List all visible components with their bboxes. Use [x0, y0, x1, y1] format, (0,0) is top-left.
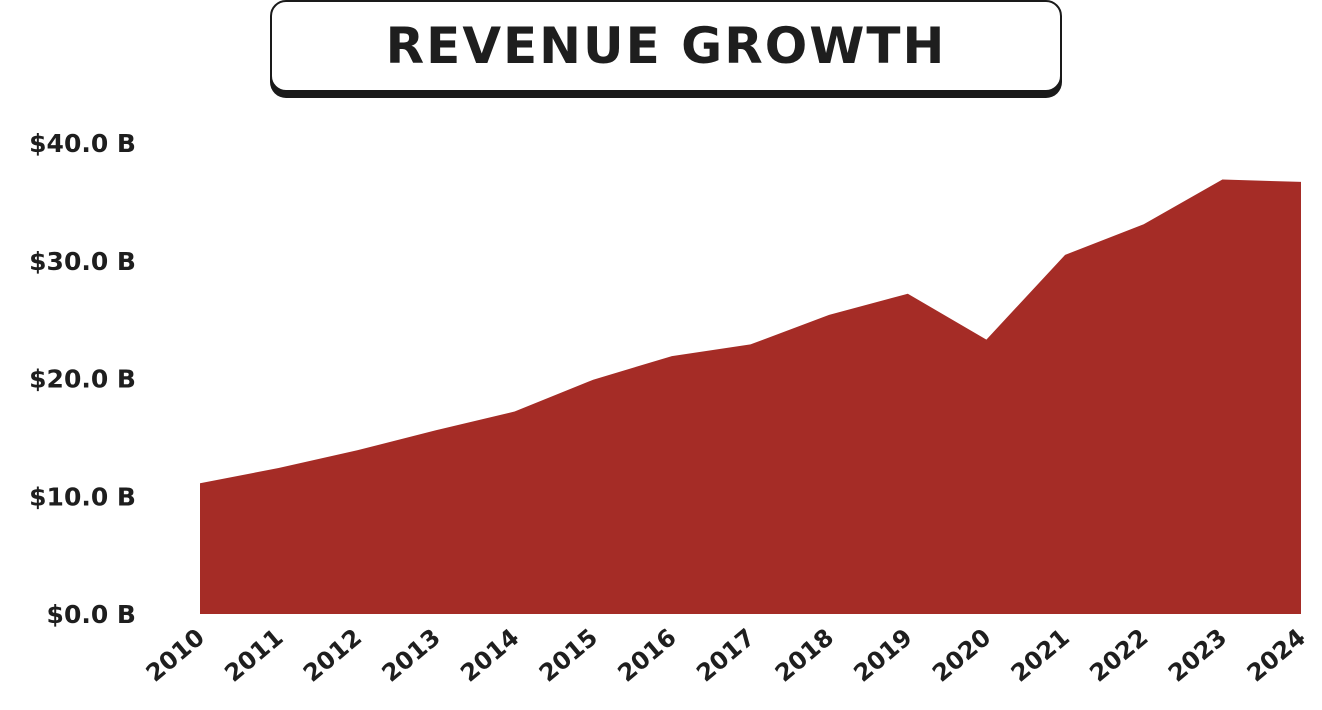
x-tick-label: 2012 [298, 623, 367, 687]
x-tick-label: 2020 [927, 623, 996, 687]
x-tick-label: 2011 [219, 623, 288, 687]
y-tick-label: $20.0 B [29, 365, 136, 394]
x-tick-label: 2021 [1006, 623, 1075, 687]
chart-title-frame: REVENUE GROWTH [270, 0, 1062, 92]
x-tick-label: 2014 [455, 623, 524, 687]
y-tick-label: $40.0 B [29, 129, 136, 158]
x-tick-label: 2022 [1084, 623, 1153, 687]
chart-title: REVENUE GROWTH [385, 17, 947, 75]
plot-area [200, 179, 1301, 614]
chart-title-box: REVENUE GROWTH [270, 0, 1066, 102]
x-tick-label: 2015 [534, 623, 603, 687]
x-tick-label: 2010 [141, 623, 210, 687]
x-tick-label: 2017 [691, 623, 760, 687]
revenue-area-series [200, 179, 1301, 614]
x-tick-label: 2024 [1242, 623, 1311, 687]
x-tick-label: 2016 [613, 623, 682, 687]
y-tick-label: $0.0 B [47, 600, 136, 629]
x-tick-label: 2013 [377, 623, 446, 687]
x-axis: 2010 2011 2012 2013 2014 2015 2016 2017 2018 2019… [141, 623, 1311, 687]
y-axis: $0.0 B $10.0 B $20.0 B $30.0 B $40.0 B [29, 129, 136, 629]
x-tick-label: 2019 [848, 623, 917, 687]
y-tick-label: $30.0 B [29, 247, 136, 276]
x-tick-label: 2018 [770, 623, 839, 687]
x-tick-label: 2023 [1163, 623, 1232, 687]
y-tick-label: $10.0 B [29, 482, 136, 511]
